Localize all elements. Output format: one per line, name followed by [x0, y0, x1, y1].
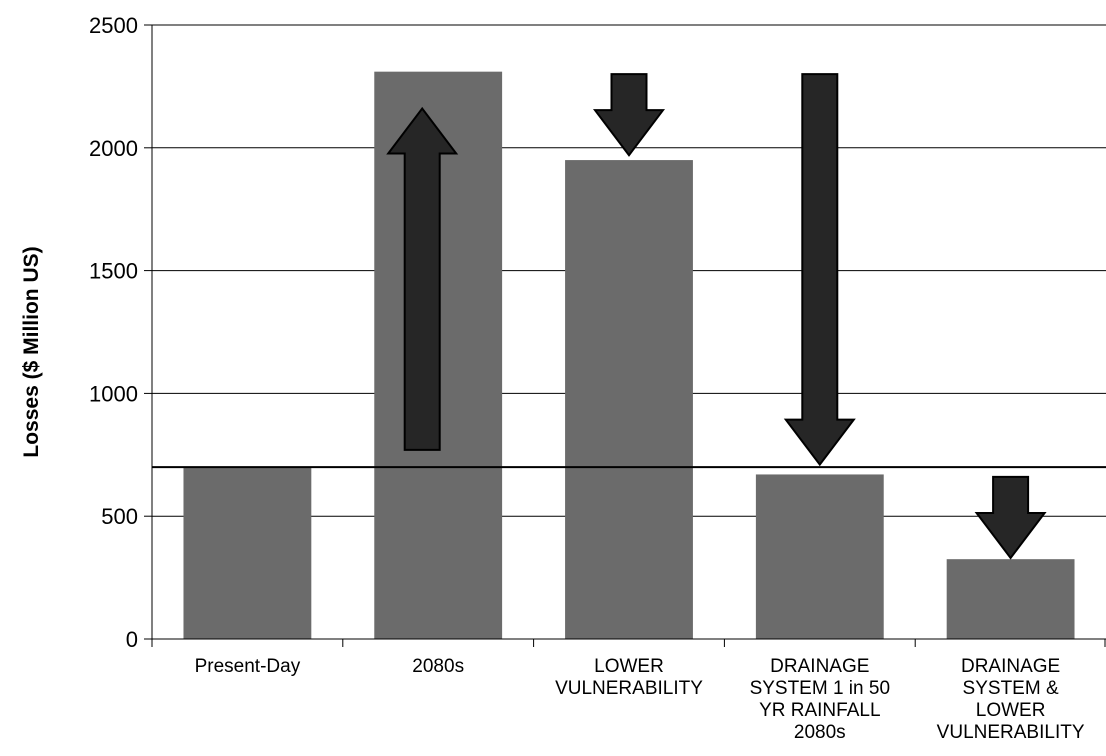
y-tick-label: 0: [126, 627, 138, 652]
y-axis-title: Losses ($ Million US): [20, 246, 43, 457]
axes: [144, 24, 1106, 647]
arrow-down-icon: [592, 73, 666, 157]
bars: [183, 71, 1075, 639]
y-tick-label: 500: [101, 504, 138, 529]
y-tick-label: 2500: [89, 13, 138, 38]
arrow-up-icon: [386, 106, 459, 451]
y-tick-label: 1500: [89, 259, 138, 284]
bar: [565, 160, 693, 639]
bar: [946, 559, 1075, 639]
bar: [755, 474, 884, 639]
y-tick-label: 2000: [89, 136, 138, 161]
x-tick-label: LOWER VULNERABILITY: [555, 656, 703, 699]
x-tick-label: DRAINAGE SYSTEM 1 in 50 YR RAINFALL 2080s: [750, 656, 890, 743]
x-tick-label: 2080s: [412, 656, 464, 677]
arrow-down-icon: [974, 475, 1047, 560]
arrows: [386, 73, 1047, 560]
arrow-down-icon: [783, 73, 856, 467]
bar: [183, 467, 312, 639]
x-tick-label: Present-Day: [195, 656, 301, 677]
labels: 0 500 1000 1500 2000 2500 Present-Day 2080s LOWE…: [89, 13, 1085, 743]
x-tick-label: DRAINAGE SYSTEM & LOWER VULNERABILITY: [937, 656, 1085, 743]
y-tick-label: 1000: [89, 381, 138, 406]
